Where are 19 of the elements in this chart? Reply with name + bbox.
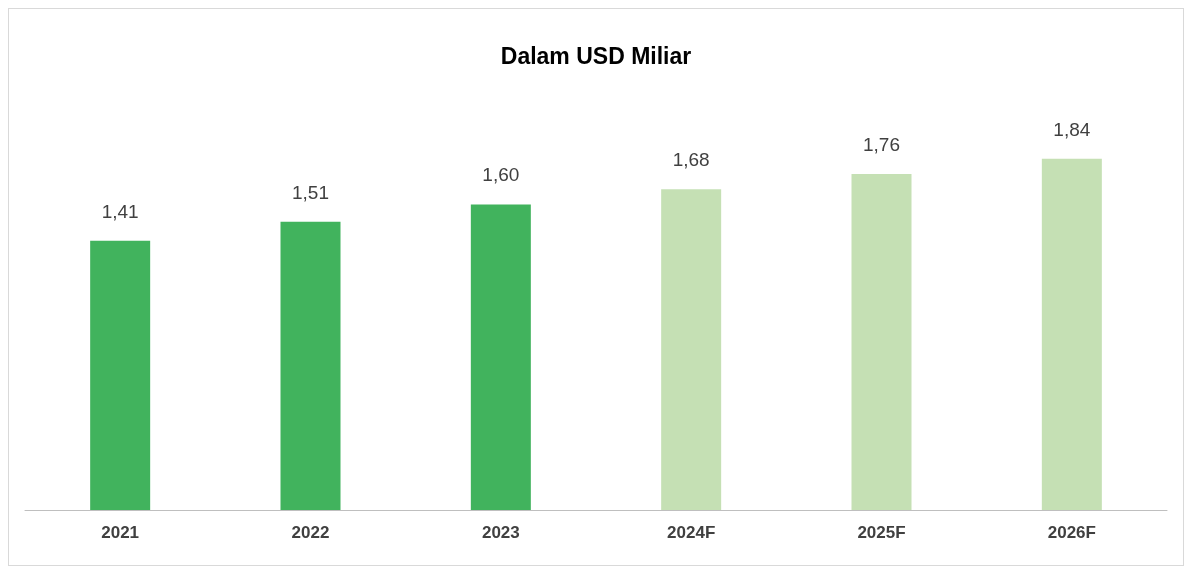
bar: [280, 221, 341, 510]
data-label: 1,41: [101, 200, 139, 222]
data-label: 1,68: [672, 149, 710, 171]
x-tick-label: 2024F: [667, 523, 716, 542]
bar: [851, 173, 912, 510]
bar: [90, 240, 151, 510]
bar: [470, 204, 531, 510]
data-label: 1,76: [863, 133, 900, 155]
data-label: 1,84: [1053, 118, 1091, 140]
x-tick-label: 2026F: [1047, 523, 1096, 542]
bar: [1041, 158, 1102, 510]
x-tick-label: 2021: [101, 523, 140, 542]
data-label: 1,51: [292, 181, 329, 203]
x-tick-label: 2023: [481, 523, 520, 542]
x-tick-label: 2022: [291, 523, 330, 542]
bar: [661, 189, 722, 510]
x-tick-label: 2025F: [857, 523, 906, 542]
data-label: 1,60: [482, 164, 520, 186]
chart-title: Dalam USD Miliar: [500, 42, 692, 69]
